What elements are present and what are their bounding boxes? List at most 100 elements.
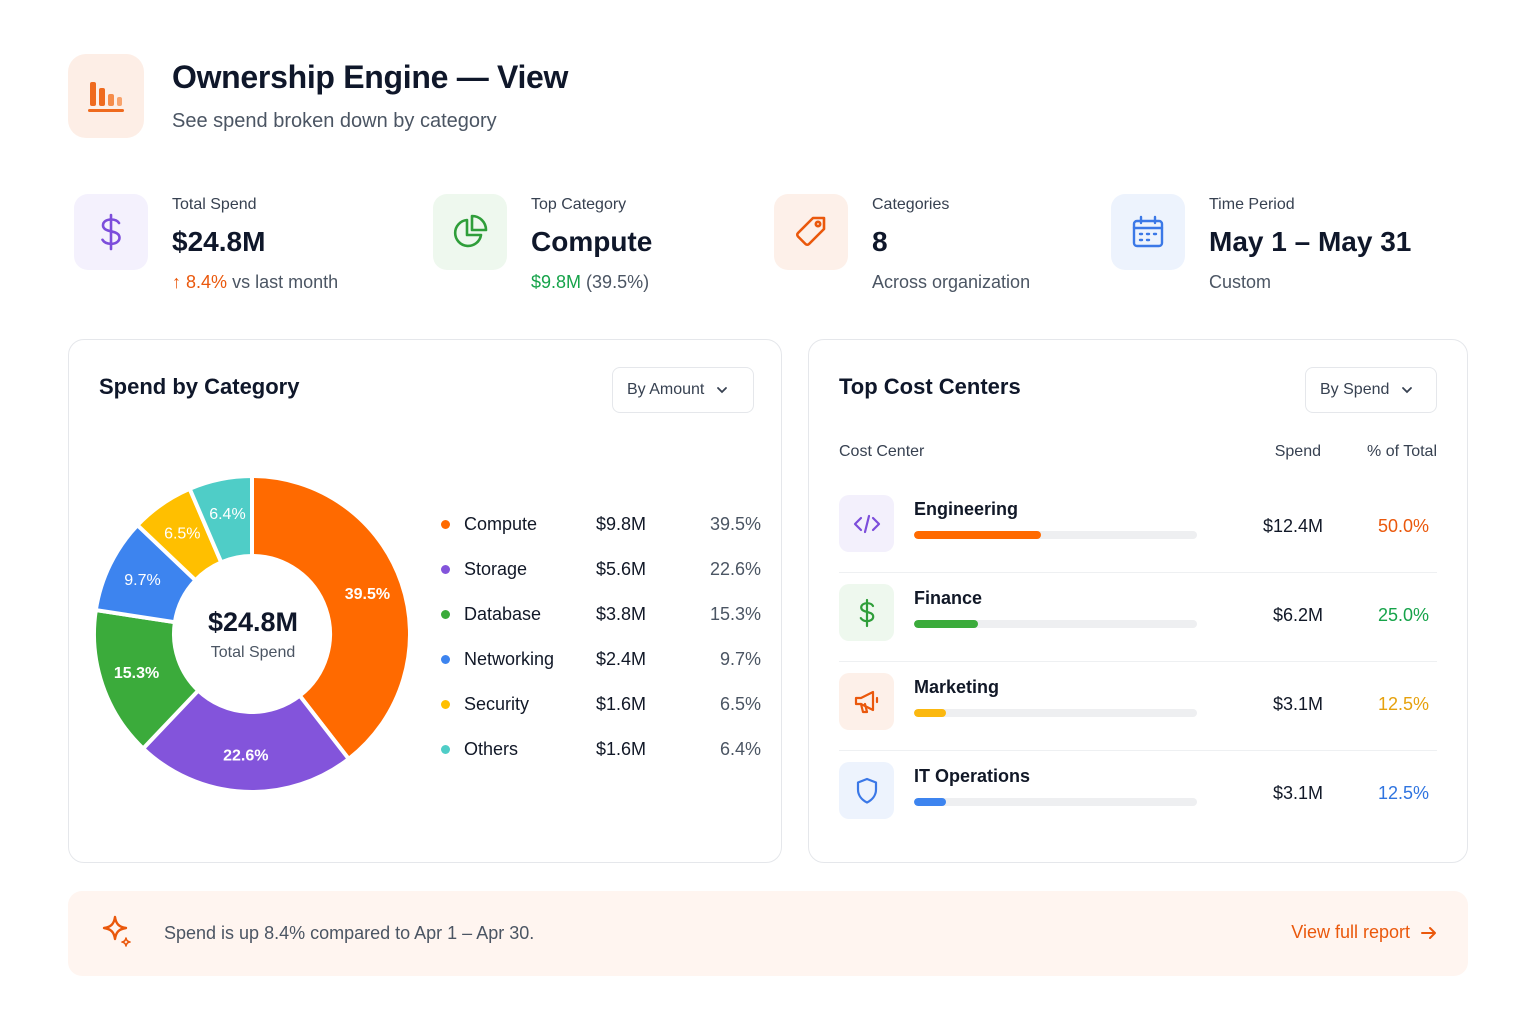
page-title: Ownership Engine — View xyxy=(172,59,569,95)
cost-center-spend: $12.4M xyxy=(1262,516,1323,536)
donut-slice-label: 22.6% xyxy=(223,747,268,764)
donut-slice-others[interactable] xyxy=(187,474,254,565)
cost-center-spend: $6.2M xyxy=(1272,605,1323,625)
sort-select-value: By Spend xyxy=(1320,381,1390,398)
legend-swatch xyxy=(441,700,450,709)
kpi-sub: Across organization xyxy=(872,272,1031,292)
dollar-icon xyxy=(74,194,148,270)
table-row[interactable]: IT Operations $3.1M 12.5% xyxy=(839,751,1437,840)
legend-amount: $1.6M xyxy=(596,739,647,759)
banner-text: Spend is up 8.4% compared to Apr 1 – Apr… xyxy=(164,923,535,943)
legend-name: Security xyxy=(464,694,530,714)
donut-slice-label: 39.5% xyxy=(345,586,390,603)
sort-select[interactable]: By Spend xyxy=(1305,367,1437,413)
share-bar-fill xyxy=(914,531,1042,539)
sparkle-icon xyxy=(98,914,132,953)
legend-swatch xyxy=(441,655,450,664)
kpi-delta: ↑ 8.4% vs last month xyxy=(172,272,338,293)
link-label: View full report xyxy=(1291,922,1410,942)
cost-center-name: IT Operations xyxy=(914,766,1031,786)
column-header-pct: % of Total xyxy=(1367,443,1437,460)
kpi-value: $24.8M xyxy=(172,226,266,257)
card-title: Top Cost Centers xyxy=(839,374,1021,399)
legend-item: Others $1.6M 6.4% xyxy=(441,727,761,772)
insight-banner: Spend is up 8.4% compared to Apr 1 – Apr… xyxy=(68,891,1468,976)
kpi-label: Time Period xyxy=(1209,196,1295,213)
page-subtitle: See spend broken down by category xyxy=(172,110,497,132)
megaphone-icon xyxy=(839,673,894,730)
table-row[interactable]: Finance $6.2M 25.0% xyxy=(839,573,1437,662)
legend-name: Storage xyxy=(464,559,528,579)
legend-percent: 22.6% xyxy=(709,559,761,579)
cost-center-percent: 12.5% xyxy=(1377,783,1429,803)
table-row[interactable]: Marketing $3.1M 12.5% xyxy=(839,662,1437,751)
sort-select[interactable]: By Amount xyxy=(612,367,754,413)
legend-percent: 6.5% xyxy=(719,694,761,714)
legend-amount: $9.8M xyxy=(596,514,647,534)
arrow-up-icon: ↑ xyxy=(172,272,181,292)
legend-name: Database xyxy=(464,604,542,624)
top-cost-centers-card: Top Cost Centers By Spend Cost Center Sp… xyxy=(808,339,1468,863)
share-bar-fill xyxy=(914,709,946,717)
cost-center-name: Finance xyxy=(914,588,983,608)
bar-chart-icon xyxy=(68,54,144,138)
legend-swatch xyxy=(441,745,450,754)
cost-center-percent: 50.0% xyxy=(1377,516,1429,536)
calendar-icon xyxy=(1111,194,1185,270)
cost-center-spend: $3.1M xyxy=(1272,694,1323,714)
legend-swatch xyxy=(441,610,450,619)
legend-name: Others xyxy=(464,739,519,759)
share-bar xyxy=(914,709,1197,717)
donut-chart: 39.5% 22.6% 15.3% 9.7% 6.5% 6.4% $24.8M Total… xyxy=(93,464,413,804)
legend-item: Networking $2.4M 9.7% xyxy=(441,637,761,682)
donut-slice-storage[interactable] xyxy=(141,688,351,794)
kpi-sub: $9.8M (39.5%) xyxy=(531,272,652,293)
donut-slice-label: 15.3% xyxy=(114,665,159,682)
kpi-label: Total Spend xyxy=(172,196,257,213)
kpi-time-period: Time Period May 1 – May 31 Custom xyxy=(1111,194,1411,293)
legend-amount: $3.8M xyxy=(596,604,647,624)
kpi-sub: Custom xyxy=(1209,272,1272,292)
legend-name: Compute xyxy=(464,514,538,534)
donut-center-caption: Total Spend xyxy=(210,643,296,661)
legend-amount: $5.6M xyxy=(596,559,647,579)
cost-center-percent: 25.0% xyxy=(1377,605,1429,625)
cost-center-spend: $3.1M xyxy=(1272,783,1323,803)
view-full-report-link[interactable]: View full report xyxy=(1291,922,1438,943)
kpi-value: May 1 – May 31 xyxy=(1209,226,1412,257)
kpi-delta-value: 8.4% xyxy=(186,272,228,292)
share-bar xyxy=(914,531,1197,539)
legend-percent: 6.4% xyxy=(719,739,761,759)
sort-select-value: By Amount xyxy=(627,381,705,398)
legend-item: Database $3.8M 15.3% xyxy=(441,592,761,637)
chart-legend: Compute $9.8M 39.5% Storage $5.6M 22.6% Databa… xyxy=(441,502,761,772)
legend-percent: 9.7% xyxy=(719,649,761,669)
kpi-sub-highlight: $9.8M xyxy=(531,272,582,292)
code-icon xyxy=(839,495,894,552)
kpi-value: Compute xyxy=(531,226,653,257)
table-row[interactable]: Engineering $12.4M 50.0% xyxy=(839,484,1437,573)
pie-chart-icon xyxy=(433,194,507,270)
legend-amount: $2.4M xyxy=(596,649,647,669)
donut-slice-label: 9.7% xyxy=(124,572,160,589)
kpi-total-spend: Total Spend $24.8M ↑ 8.4% vs last month xyxy=(74,194,338,293)
share-bar-fill xyxy=(914,620,978,628)
arrow-right-icon xyxy=(1421,926,1436,939)
cost-center-percent: 12.5% xyxy=(1377,694,1429,714)
legend-percent: 15.3% xyxy=(709,604,761,624)
chevron-down-icon xyxy=(1402,387,1413,394)
spend-by-category-card: Spend by Category By Amount 39.5% 22.6% 15… xyxy=(68,339,782,863)
legend-swatch xyxy=(441,565,450,574)
legend-item: Security $1.6M 6.5% xyxy=(441,682,761,727)
shield-icon xyxy=(839,762,894,819)
donut-slice-compute[interactable] xyxy=(250,474,412,761)
legend-item: Storage $5.6M 22.6% xyxy=(441,547,761,592)
share-bar-fill xyxy=(914,798,946,806)
column-header-cost-center: Cost Center xyxy=(839,443,925,460)
donut-slice-label: 6.4% xyxy=(209,506,245,523)
dollar-icon xyxy=(839,584,894,641)
kpi-sub-rest: (39.5%) xyxy=(586,272,650,292)
legend-item: Compute $9.8M 39.5% xyxy=(441,502,761,547)
tag-icon xyxy=(774,194,848,270)
legend-percent: 39.5% xyxy=(709,514,761,534)
